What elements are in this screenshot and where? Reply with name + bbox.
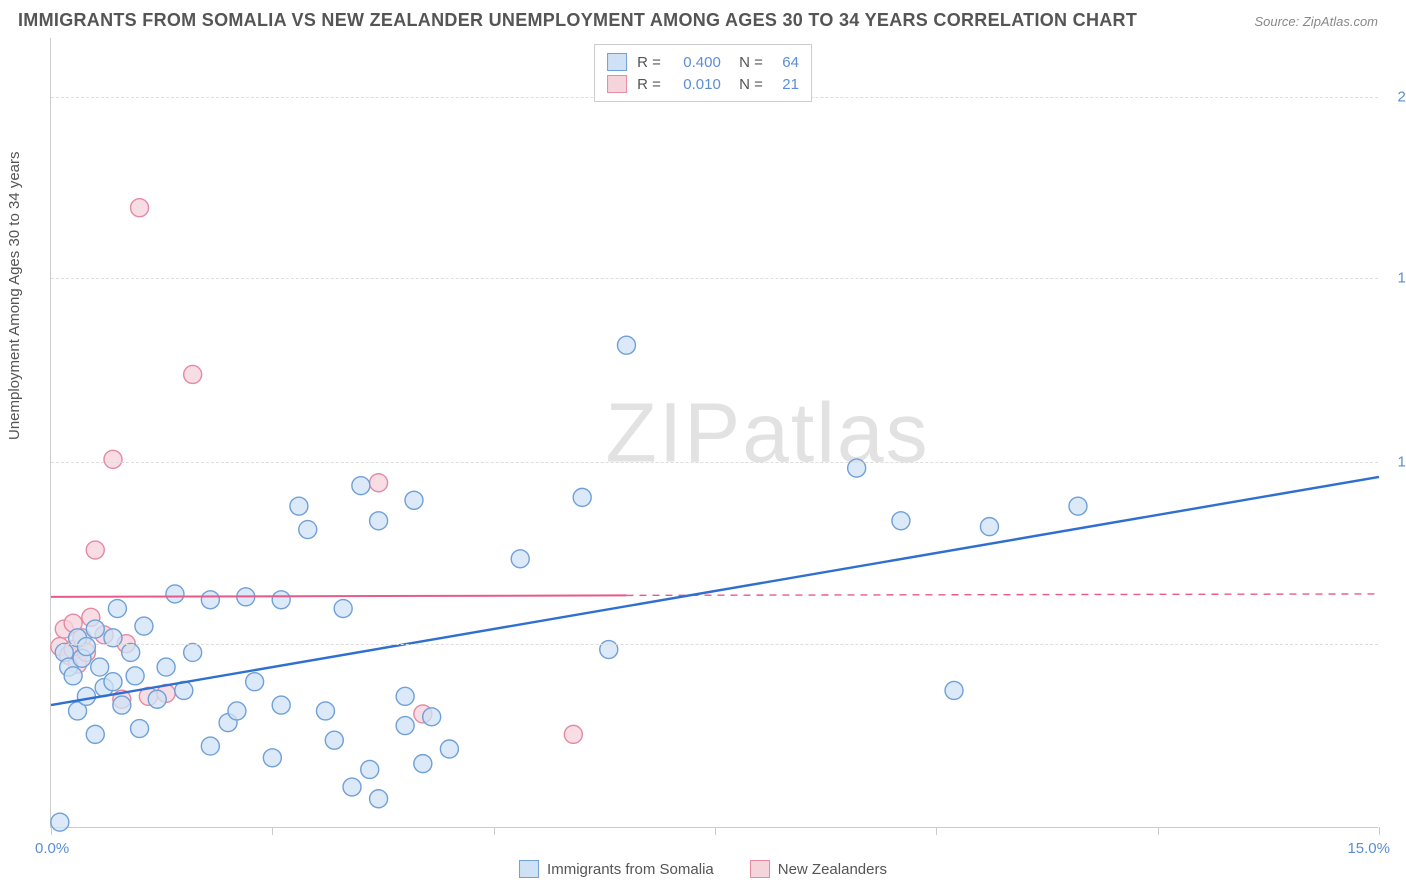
data-point (263, 749, 281, 767)
data-point (1069, 497, 1087, 515)
swatch-nz (607, 75, 627, 93)
source-attribution: Source: ZipAtlas.com (1254, 14, 1378, 29)
data-point (564, 725, 582, 743)
data-point (370, 790, 388, 808)
data-point (272, 696, 290, 714)
data-point (396, 687, 414, 705)
swatch-nz-icon (750, 860, 770, 878)
data-point (396, 717, 414, 735)
data-point (157, 658, 175, 676)
data-point (334, 600, 352, 618)
data-point (91, 658, 109, 676)
data-point (148, 690, 166, 708)
x-tick (51, 827, 52, 835)
data-point (77, 687, 95, 705)
legend-row-nz: R = 0.010 N = 21 (607, 73, 799, 95)
data-point (573, 488, 591, 506)
data-point (113, 696, 131, 714)
legend-label-nz: New Zealanders (778, 861, 887, 878)
data-point (184, 365, 202, 383)
y-tick-label: 18.8% (1397, 269, 1406, 286)
x-axis-max-label: 15.0% (1347, 840, 1390, 857)
data-point (316, 702, 334, 720)
r-value-nz: 0.010 (671, 76, 721, 93)
data-point (511, 550, 529, 568)
chart-title: IMMIGRANTS FROM SOMALIA VS NEW ZEALANDER… (18, 10, 1137, 31)
data-point (86, 725, 104, 743)
data-point (370, 512, 388, 530)
n-value-nz: 21 (773, 76, 799, 93)
data-point (423, 708, 441, 726)
legend-item-somalia: Immigrants from Somalia (519, 860, 714, 878)
data-point (131, 199, 149, 217)
data-point (405, 491, 423, 509)
y-axis-label: Unemployment Among Ages 30 to 34 years (6, 151, 23, 440)
chart-plot-area: ZIPatlas 6.3%12.5%18.8%25.0%0.0%15.0% (50, 38, 1378, 828)
correlation-legend: R = 0.400 N = 64 R = 0.010 N = 21 (594, 44, 812, 102)
data-point (86, 541, 104, 559)
x-tick (272, 827, 273, 835)
n-value-somalia: 64 (773, 54, 799, 71)
data-point (126, 667, 144, 685)
data-point (617, 336, 635, 354)
x-tick (494, 827, 495, 835)
data-point (104, 450, 122, 468)
gridline (51, 462, 1378, 463)
x-tick (936, 827, 937, 835)
trend-line (626, 594, 1379, 595)
series-legend: Immigrants from Somalia New Zealanders (519, 860, 887, 878)
x-tick (1379, 827, 1380, 835)
data-point (86, 620, 104, 638)
r-value-somalia: 0.400 (671, 54, 721, 71)
data-point (325, 731, 343, 749)
data-point (980, 518, 998, 536)
data-point (228, 702, 246, 720)
data-point (166, 585, 184, 603)
r-label: R = (637, 54, 661, 71)
data-point (440, 740, 458, 758)
data-point (135, 617, 153, 635)
data-point (77, 638, 95, 656)
data-point (201, 591, 219, 609)
n-label: N = (731, 76, 763, 93)
data-point (122, 643, 140, 661)
swatch-somalia-icon (519, 860, 539, 878)
n-label: N = (731, 54, 763, 71)
x-tick (1158, 827, 1159, 835)
data-point (104, 673, 122, 691)
data-point (299, 521, 317, 539)
data-point (892, 512, 910, 530)
data-point (64, 667, 82, 685)
data-point (343, 778, 361, 796)
legend-row-somalia: R = 0.400 N = 64 (607, 51, 799, 73)
data-point (352, 477, 370, 495)
data-point (945, 681, 963, 699)
y-tick-label: 12.5% (1397, 454, 1406, 471)
gridline (51, 278, 1378, 279)
scatter-svg (51, 38, 1378, 827)
data-point (246, 673, 264, 691)
data-point (414, 755, 432, 773)
trend-line (51, 595, 626, 596)
x-tick (715, 827, 716, 835)
data-point (370, 474, 388, 492)
data-point (361, 760, 379, 778)
data-point (184, 643, 202, 661)
y-tick-label: 25.0% (1397, 88, 1406, 105)
gridline (51, 644, 1378, 645)
data-point (51, 813, 69, 831)
r-label: R = (637, 76, 661, 93)
swatch-somalia (607, 53, 627, 71)
data-point (201, 737, 219, 755)
legend-item-nz: New Zealanders (750, 860, 887, 878)
data-point (131, 720, 149, 738)
data-point (108, 600, 126, 618)
legend-label-somalia: Immigrants from Somalia (547, 861, 714, 878)
data-point (290, 497, 308, 515)
x-axis-min-label: 0.0% (35, 840, 69, 857)
data-point (272, 591, 290, 609)
